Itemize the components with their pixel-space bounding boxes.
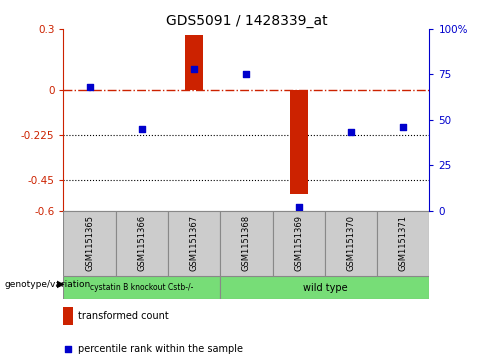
Text: GSM1151365: GSM1151365 [85, 215, 94, 271]
FancyBboxPatch shape [116, 211, 168, 276]
Text: percentile rank within the sample: percentile rank within the sample [78, 344, 243, 354]
Text: transformed count: transformed count [78, 311, 169, 321]
FancyBboxPatch shape [63, 276, 220, 299]
Point [347, 130, 355, 135]
Point [86, 84, 94, 90]
Text: ▶: ▶ [57, 279, 65, 289]
Point [243, 72, 250, 77]
Text: GSM1151366: GSM1151366 [137, 215, 146, 271]
Text: GSM1151367: GSM1151367 [190, 215, 199, 271]
Text: genotype/variation: genotype/variation [5, 280, 91, 289]
FancyBboxPatch shape [325, 211, 377, 276]
FancyBboxPatch shape [63, 211, 116, 276]
Text: cystatin B knockout Cstb-/-: cystatin B knockout Cstb-/- [90, 283, 194, 292]
Point [64, 346, 72, 352]
FancyBboxPatch shape [220, 211, 273, 276]
Point [399, 124, 407, 130]
Text: wild type: wild type [303, 283, 347, 293]
FancyBboxPatch shape [220, 276, 429, 299]
Text: GSM1151371: GSM1151371 [399, 215, 408, 271]
Title: GDS5091 / 1428339_at: GDS5091 / 1428339_at [165, 14, 327, 28]
Bar [289, 90, 308, 195]
FancyBboxPatch shape [377, 211, 429, 276]
Bar [63, 307, 73, 325]
Point [295, 204, 303, 210]
Text: GSM1151370: GSM1151370 [346, 215, 356, 271]
Point [190, 66, 198, 72]
Text: GSM1151368: GSM1151368 [242, 215, 251, 271]
Text: GSM1151369: GSM1151369 [294, 215, 303, 271]
Point [138, 126, 146, 132]
Bar [185, 35, 203, 90]
FancyBboxPatch shape [273, 211, 325, 276]
FancyBboxPatch shape [168, 211, 220, 276]
